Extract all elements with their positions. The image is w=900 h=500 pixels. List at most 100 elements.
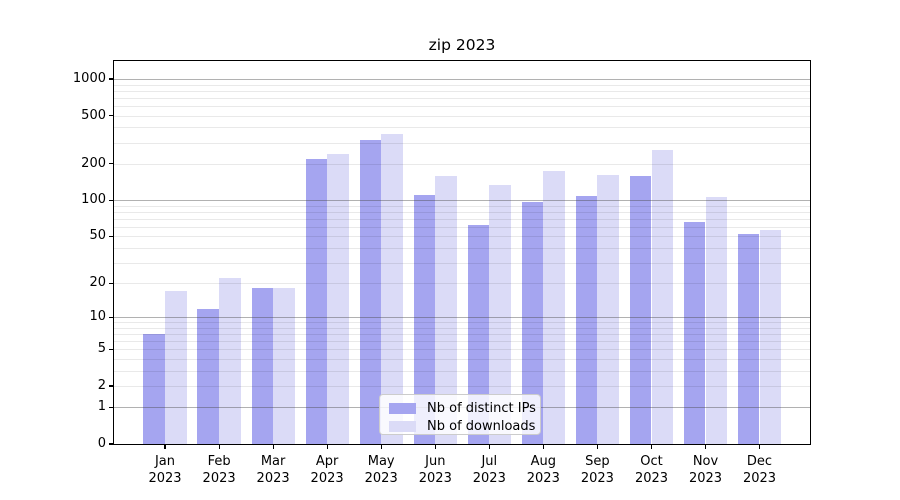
gridline-minor xyxy=(114,90,810,92)
month-line: Jun xyxy=(425,454,446,469)
gridline-major xyxy=(114,79,810,80)
x-tick-label-feb: Feb 2023 xyxy=(187,453,251,487)
x-tick-label-jul: Jul 2023 xyxy=(457,453,521,487)
x-tick-mark xyxy=(326,444,328,449)
year-line: 2023 xyxy=(310,471,344,486)
gridline-minor xyxy=(114,247,810,249)
bar-downloads-jan xyxy=(165,291,187,444)
gridline-minor xyxy=(114,163,810,165)
month-line: Apr xyxy=(315,454,339,469)
plot-area: Nb of distinct IPs Nb of downloads xyxy=(113,60,811,445)
x-tick-label-mar: Mar 2023 xyxy=(241,453,305,487)
bar-downloads-mar xyxy=(273,288,295,444)
x-tick-mark xyxy=(488,444,490,449)
month-line: May xyxy=(367,454,395,469)
x-tick-label-dec: Dec 2023 xyxy=(728,453,792,487)
gridline-minor xyxy=(114,115,810,117)
y-tick-label: 200 xyxy=(81,155,106,171)
x-tick-mark xyxy=(434,444,436,449)
gridline-minor xyxy=(114,218,810,220)
x-tick-mark xyxy=(596,444,598,449)
y-tick-label: 20 xyxy=(89,275,106,291)
gridline-minor xyxy=(114,322,810,324)
y-tick-label: 50 xyxy=(89,228,106,244)
bar-downloads-feb xyxy=(219,278,241,444)
month-line: Mar xyxy=(260,454,286,469)
gridline-minor xyxy=(114,334,810,336)
gridline-minor xyxy=(114,142,810,144)
gridline-minor xyxy=(114,359,810,360)
gridline-minor xyxy=(114,236,810,238)
bar-distinct-ips-jul xyxy=(467,225,490,444)
year-line: 2023 xyxy=(418,471,452,486)
gridline-major xyxy=(114,200,810,202)
x-tick-mark xyxy=(164,444,166,449)
gridline-minor xyxy=(114,106,810,107)
gridline-minor xyxy=(114,97,810,99)
y-tick-label: 0 xyxy=(97,436,106,451)
year-line: 2023 xyxy=(202,471,236,486)
gridline-minor xyxy=(114,211,810,213)
year-line: 2023 xyxy=(688,471,723,486)
y-tick-mark xyxy=(109,115,114,117)
bar-distinct-ips-jun xyxy=(413,194,436,444)
x-tick-label-sep: Sep 2023 xyxy=(565,453,629,487)
x-tick-label-aug: Aug 2023 xyxy=(511,453,575,487)
bar-distinct-ips-oct xyxy=(629,175,652,444)
bar-downloads-nov xyxy=(705,196,728,444)
bar-downloads-sep xyxy=(597,174,619,444)
x-tick-mark xyxy=(272,444,274,449)
y-tick-mark xyxy=(109,199,114,201)
month-line: Aug xyxy=(530,454,556,469)
gridline-minor xyxy=(114,226,810,228)
chart-title: zip 2023 xyxy=(428,36,496,54)
gridline-minor xyxy=(114,341,810,343)
year-line: 2023 xyxy=(364,471,398,486)
y-tick-label: 10 xyxy=(89,309,106,325)
year-line: 2023 xyxy=(634,471,669,486)
month-line: Oct xyxy=(640,454,663,469)
y-tick-mark xyxy=(109,443,114,445)
gridline-minor xyxy=(114,84,810,86)
x-tick-mark xyxy=(758,444,761,449)
x-tick-label-apr: Apr 2023 xyxy=(295,453,359,487)
y-tick-mark xyxy=(109,385,114,387)
y-tick-mark xyxy=(109,316,114,318)
year-line: 2023 xyxy=(148,471,182,486)
gridline-minor xyxy=(114,205,810,207)
legend: Nb of distinct IPs Nb of downloads xyxy=(379,394,541,435)
x-tick-label-nov: Nov 2023 xyxy=(674,453,738,487)
gridline-minor xyxy=(114,349,810,351)
bar-distinct-ips-feb xyxy=(197,308,219,444)
bar-distinct-ips-jan xyxy=(143,334,165,444)
gridline-minor xyxy=(114,262,810,264)
month-line: Dec xyxy=(746,454,773,469)
x-tick-mark xyxy=(380,444,382,449)
y-tick-mark xyxy=(109,78,114,80)
bar-distinct-ips-dec xyxy=(737,234,760,444)
month-line: Feb xyxy=(207,454,231,469)
gridline-minor xyxy=(114,370,810,372)
y-tick-label: 1000 xyxy=(72,71,106,86)
y-tick-label: 500 xyxy=(81,107,106,123)
bar-distinct-ips-may xyxy=(359,139,382,444)
legend-item-distinct-ips: Nb of distinct IPs xyxy=(389,401,536,416)
bar-downloads-jul xyxy=(489,185,511,444)
x-tick-label-oct: Oct 2023 xyxy=(620,453,684,487)
y-tick-mark xyxy=(109,282,114,284)
gridline-major xyxy=(114,317,810,319)
legend-label-distinct-ips: Nb of distinct IPs xyxy=(427,401,536,416)
x-tick-label-jun: Jun 2023 xyxy=(403,453,467,487)
x-tick-mark xyxy=(704,444,707,449)
year-line: 2023 xyxy=(580,471,614,486)
legend-item-downloads: Nb of downloads xyxy=(389,419,535,434)
bar-downloads-oct xyxy=(651,150,674,444)
bar-downloads-apr xyxy=(327,153,349,444)
gridline-minor xyxy=(114,127,810,129)
bar-downloads-may xyxy=(381,133,403,444)
y-tick-mark xyxy=(109,406,114,408)
bar-distinct-ips-apr xyxy=(305,158,328,444)
year-line: 2023 xyxy=(742,471,777,486)
bar-downloads-aug xyxy=(543,171,565,444)
